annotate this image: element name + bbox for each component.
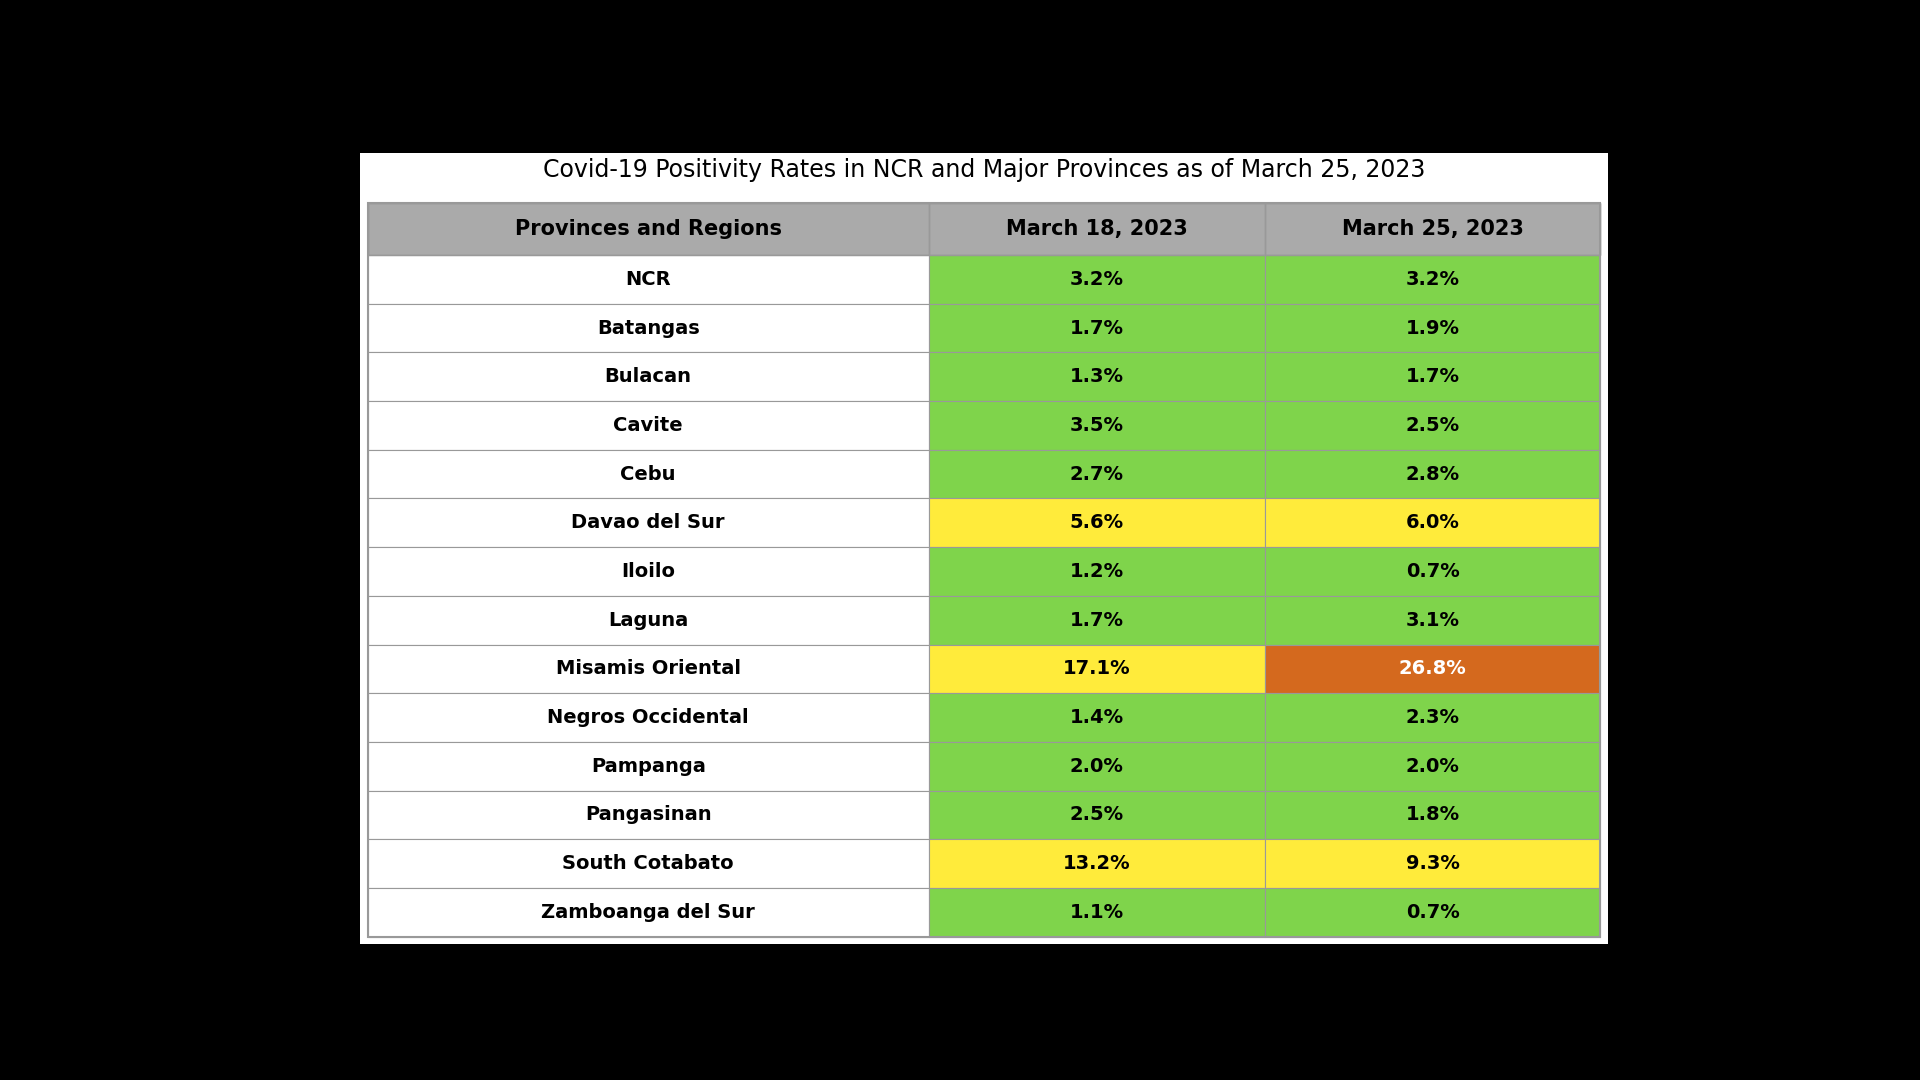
Bar	[369, 645, 929, 693]
Text: 1.4%: 1.4%	[1069, 708, 1123, 727]
Bar	[1265, 449, 1599, 499]
Text: Zamboanga del Sur: Zamboanga del Sur	[541, 903, 755, 921]
Bar	[1265, 548, 1599, 596]
Bar	[929, 693, 1265, 742]
Bar	[369, 203, 1599, 936]
Bar	[1265, 203, 1599, 255]
Bar	[929, 596, 1265, 645]
Bar	[1265, 693, 1599, 742]
Bar	[369, 352, 929, 401]
Text: March 25, 2023: March 25, 2023	[1342, 219, 1523, 239]
Bar	[929, 645, 1265, 693]
Bar	[369, 401, 929, 449]
Bar	[369, 303, 929, 352]
Text: 2.0%: 2.0%	[1405, 757, 1459, 775]
Text: Negros Occidental: Negros Occidental	[547, 708, 749, 727]
Bar	[929, 203, 1265, 255]
Text: South Cotabato: South Cotabato	[563, 854, 733, 873]
Text: 5.6%: 5.6%	[1069, 513, 1123, 532]
Text: 17.1%: 17.1%	[1064, 660, 1131, 678]
Text: 13.2%: 13.2%	[1064, 854, 1131, 873]
Text: 26.8%: 26.8%	[1398, 660, 1467, 678]
Bar	[1265, 401, 1599, 449]
Text: Pampanga: Pampanga	[591, 757, 707, 775]
Bar	[369, 449, 929, 499]
Text: Provinces and Regions: Provinces and Regions	[515, 219, 781, 239]
Bar	[929, 401, 1265, 449]
Text: NCR: NCR	[626, 270, 670, 289]
Bar	[369, 255, 929, 303]
Text: 9.3%: 9.3%	[1405, 854, 1459, 873]
Text: 2.5%: 2.5%	[1405, 416, 1459, 435]
Text: Covid-19 Positivity Rates in NCR and Major Provinces as of March 25, 2023: Covid-19 Positivity Rates in NCR and Maj…	[543, 158, 1425, 181]
Bar	[929, 548, 1265, 596]
Bar	[929, 499, 1265, 548]
Text: 2.5%: 2.5%	[1069, 806, 1123, 824]
Text: 1.7%: 1.7%	[1069, 319, 1123, 338]
Text: March 18, 2023: March 18, 2023	[1006, 219, 1188, 239]
Text: 1.8%: 1.8%	[1405, 806, 1459, 824]
Bar	[929, 888, 1265, 936]
Text: 1.7%: 1.7%	[1069, 610, 1123, 630]
Text: 0.7%: 0.7%	[1405, 562, 1459, 581]
Text: 6.0%: 6.0%	[1405, 513, 1459, 532]
Bar	[369, 499, 929, 548]
Text: 2.3%: 2.3%	[1405, 708, 1459, 727]
Bar	[1265, 255, 1599, 303]
Bar	[369, 596, 929, 645]
Text: Laguna: Laguna	[609, 610, 689, 630]
Text: 3.1%: 3.1%	[1405, 610, 1459, 630]
Bar	[929, 449, 1265, 499]
Bar	[929, 791, 1265, 839]
Bar	[361, 152, 1607, 944]
Bar	[1265, 791, 1599, 839]
Text: Pangasinan: Pangasinan	[586, 806, 712, 824]
Text: 3.5%: 3.5%	[1069, 416, 1123, 435]
Bar	[369, 203, 929, 255]
Bar	[1265, 888, 1599, 936]
Text: Cebu: Cebu	[620, 464, 676, 484]
Bar	[369, 548, 929, 596]
Text: Davao del Sur: Davao del Sur	[572, 513, 726, 532]
Text: 3.2%: 3.2%	[1405, 270, 1459, 289]
Bar	[369, 888, 929, 936]
Bar	[929, 303, 1265, 352]
Bar	[1265, 742, 1599, 791]
Text: Bulacan: Bulacan	[605, 367, 691, 387]
Bar	[1265, 352, 1599, 401]
Bar	[1265, 303, 1599, 352]
Text: 2.0%: 2.0%	[1069, 757, 1123, 775]
Bar	[369, 839, 929, 888]
Text: 1.2%: 1.2%	[1069, 562, 1123, 581]
Text: Misamis Oriental: Misamis Oriental	[555, 660, 741, 678]
Text: 2.8%: 2.8%	[1405, 464, 1459, 484]
Bar	[1265, 839, 1599, 888]
Text: Cavite: Cavite	[612, 416, 684, 435]
Text: 3.2%: 3.2%	[1069, 270, 1123, 289]
Text: 1.7%: 1.7%	[1405, 367, 1459, 387]
Text: 1.9%: 1.9%	[1405, 319, 1459, 338]
Bar	[1265, 596, 1599, 645]
Bar	[929, 255, 1265, 303]
Text: 2.7%: 2.7%	[1069, 464, 1123, 484]
Bar	[929, 839, 1265, 888]
Bar	[369, 203, 1599, 255]
Text: 1.1%: 1.1%	[1069, 903, 1123, 921]
Bar	[369, 742, 929, 791]
Bar	[369, 693, 929, 742]
Text: Iloilo: Iloilo	[622, 562, 676, 581]
Text: Batangas: Batangas	[597, 319, 699, 338]
Text: 1.3%: 1.3%	[1069, 367, 1123, 387]
Bar	[1265, 645, 1599, 693]
Bar	[929, 352, 1265, 401]
Bar	[369, 791, 929, 839]
Text: 0.7%: 0.7%	[1405, 903, 1459, 921]
Bar	[929, 742, 1265, 791]
Bar	[1265, 499, 1599, 548]
